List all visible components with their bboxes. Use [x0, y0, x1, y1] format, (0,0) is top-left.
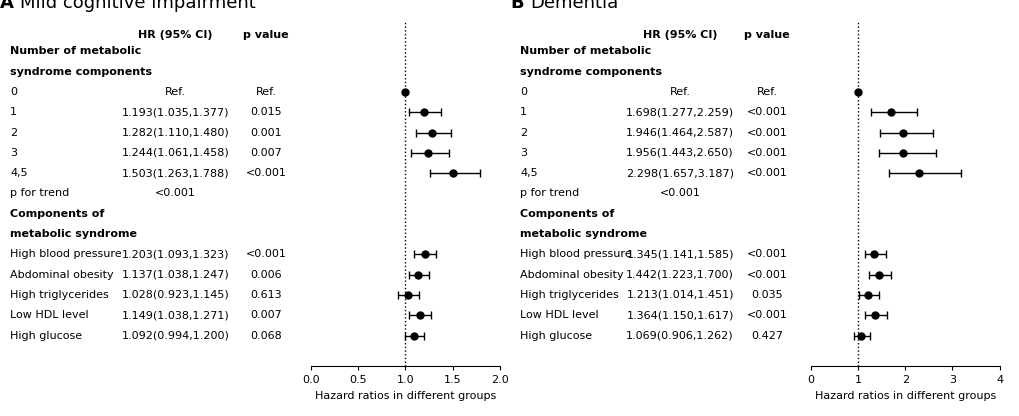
Text: 3: 3 — [10, 148, 17, 158]
Text: A: A — [0, 0, 14, 12]
Text: Ref.: Ref. — [165, 87, 186, 97]
Text: p value: p value — [744, 30, 790, 40]
Text: 0.007: 0.007 — [250, 148, 281, 158]
Text: 1: 1 — [10, 107, 17, 117]
Text: 0.035: 0.035 — [751, 290, 783, 300]
Text: syndrome components: syndrome components — [520, 67, 661, 77]
Text: Mild cognitive impairment: Mild cognitive impairment — [20, 0, 256, 12]
Text: 1.503(1.263,1.788): 1.503(1.263,1.788) — [121, 168, 229, 178]
Text: <0.001: <0.001 — [659, 188, 700, 198]
Text: High triglycerides: High triglycerides — [10, 290, 109, 300]
Text: metabolic syndrome: metabolic syndrome — [10, 229, 138, 239]
Text: Dementia: Dementia — [530, 0, 619, 12]
Text: syndrome components: syndrome components — [10, 67, 152, 77]
Text: 1.069(0.906,1.262): 1.069(0.906,1.262) — [626, 331, 734, 341]
Text: 2: 2 — [10, 128, 17, 138]
Text: <0.001: <0.001 — [746, 107, 787, 117]
Text: 2: 2 — [520, 128, 527, 138]
Text: <0.001: <0.001 — [746, 310, 787, 320]
Text: 1.956(1.443,2.650): 1.956(1.443,2.650) — [626, 148, 734, 158]
Text: 1.364(1.150,1.617): 1.364(1.150,1.617) — [626, 310, 733, 320]
Text: 1.203(1.093,1.323): 1.203(1.093,1.323) — [122, 249, 229, 259]
Text: 1.698(1.277,2.259): 1.698(1.277,2.259) — [626, 107, 734, 117]
Text: 1.244(1.061,1.458): 1.244(1.061,1.458) — [121, 148, 229, 158]
Text: B: B — [510, 0, 523, 12]
Text: 1.092(0.994,1.200): 1.092(0.994,1.200) — [121, 331, 229, 341]
Text: Number of metabolic: Number of metabolic — [520, 46, 651, 56]
X-axis label: Hazard ratios in different groups: Hazard ratios in different groups — [814, 391, 995, 401]
Text: 0.001: 0.001 — [250, 128, 281, 138]
Text: p for trend: p for trend — [10, 188, 69, 198]
Text: <0.001: <0.001 — [746, 270, 787, 280]
Text: 0.613: 0.613 — [250, 290, 281, 300]
Text: Ref.: Ref. — [668, 87, 690, 97]
Text: 2.298(1.657,3.187): 2.298(1.657,3.187) — [626, 168, 734, 178]
Text: 1.442(1.223,1.700): 1.442(1.223,1.700) — [626, 270, 734, 280]
Text: <0.001: <0.001 — [746, 249, 787, 259]
Text: 0.068: 0.068 — [250, 331, 281, 341]
Text: <0.001: <0.001 — [746, 168, 787, 178]
Text: HR (95% CI): HR (95% CI) — [642, 30, 716, 40]
Text: Ref.: Ref. — [756, 87, 777, 97]
Text: High glucose: High glucose — [10, 331, 83, 341]
Text: Low HDL level: Low HDL level — [520, 310, 598, 320]
Text: 4,5: 4,5 — [520, 168, 537, 178]
Text: Number of metabolic: Number of metabolic — [10, 46, 142, 56]
Text: 4,5: 4,5 — [10, 168, 28, 178]
Text: <0.001: <0.001 — [155, 188, 196, 198]
Text: 1.946(1.464,2.587): 1.946(1.464,2.587) — [626, 128, 734, 138]
Text: 1: 1 — [520, 107, 527, 117]
Text: 0: 0 — [10, 87, 17, 97]
Text: 0.015: 0.015 — [250, 107, 281, 117]
Text: Components of: Components of — [520, 209, 614, 219]
Text: Abdominal obesity: Abdominal obesity — [10, 270, 114, 280]
Text: metabolic syndrome: metabolic syndrome — [520, 229, 647, 239]
Text: <0.001: <0.001 — [746, 148, 787, 158]
Text: 0.007: 0.007 — [250, 310, 281, 320]
X-axis label: Hazard ratios in different groups: Hazard ratios in different groups — [315, 391, 495, 401]
Text: High blood pressure: High blood pressure — [520, 249, 631, 259]
Text: <0.001: <0.001 — [246, 168, 286, 178]
Text: 1.028(0.923,1.145): 1.028(0.923,1.145) — [121, 290, 229, 300]
Text: 1.213(1.014,1.451): 1.213(1.014,1.451) — [626, 290, 733, 300]
Text: 1.282(1.110,1.480): 1.282(1.110,1.480) — [121, 128, 229, 138]
Text: 3: 3 — [520, 148, 527, 158]
Text: 1.137(1.038,1.247): 1.137(1.038,1.247) — [121, 270, 229, 280]
Text: 1.149(1.038,1.271): 1.149(1.038,1.271) — [121, 310, 229, 320]
Text: 0.427: 0.427 — [751, 331, 783, 341]
Text: 0: 0 — [520, 87, 527, 97]
Text: p value: p value — [243, 30, 288, 40]
Text: <0.001: <0.001 — [246, 249, 286, 259]
Text: High triglycerides: High triglycerides — [520, 290, 619, 300]
Text: 1.193(1.035,1.377): 1.193(1.035,1.377) — [122, 107, 229, 117]
Text: Low HDL level: Low HDL level — [10, 310, 89, 320]
Text: p for trend: p for trend — [520, 188, 579, 198]
Text: High blood pressure: High blood pressure — [10, 249, 121, 259]
Text: Abdominal obesity: Abdominal obesity — [520, 270, 624, 280]
Text: Ref.: Ref. — [255, 87, 276, 97]
Text: 0.006: 0.006 — [250, 270, 281, 280]
Text: 1.345(1.141,1.585): 1.345(1.141,1.585) — [626, 249, 733, 259]
Text: HR (95% CI): HR (95% CI) — [139, 30, 213, 40]
Text: High glucose: High glucose — [520, 331, 592, 341]
Text: <0.001: <0.001 — [746, 128, 787, 138]
Text: Components of: Components of — [10, 209, 105, 219]
